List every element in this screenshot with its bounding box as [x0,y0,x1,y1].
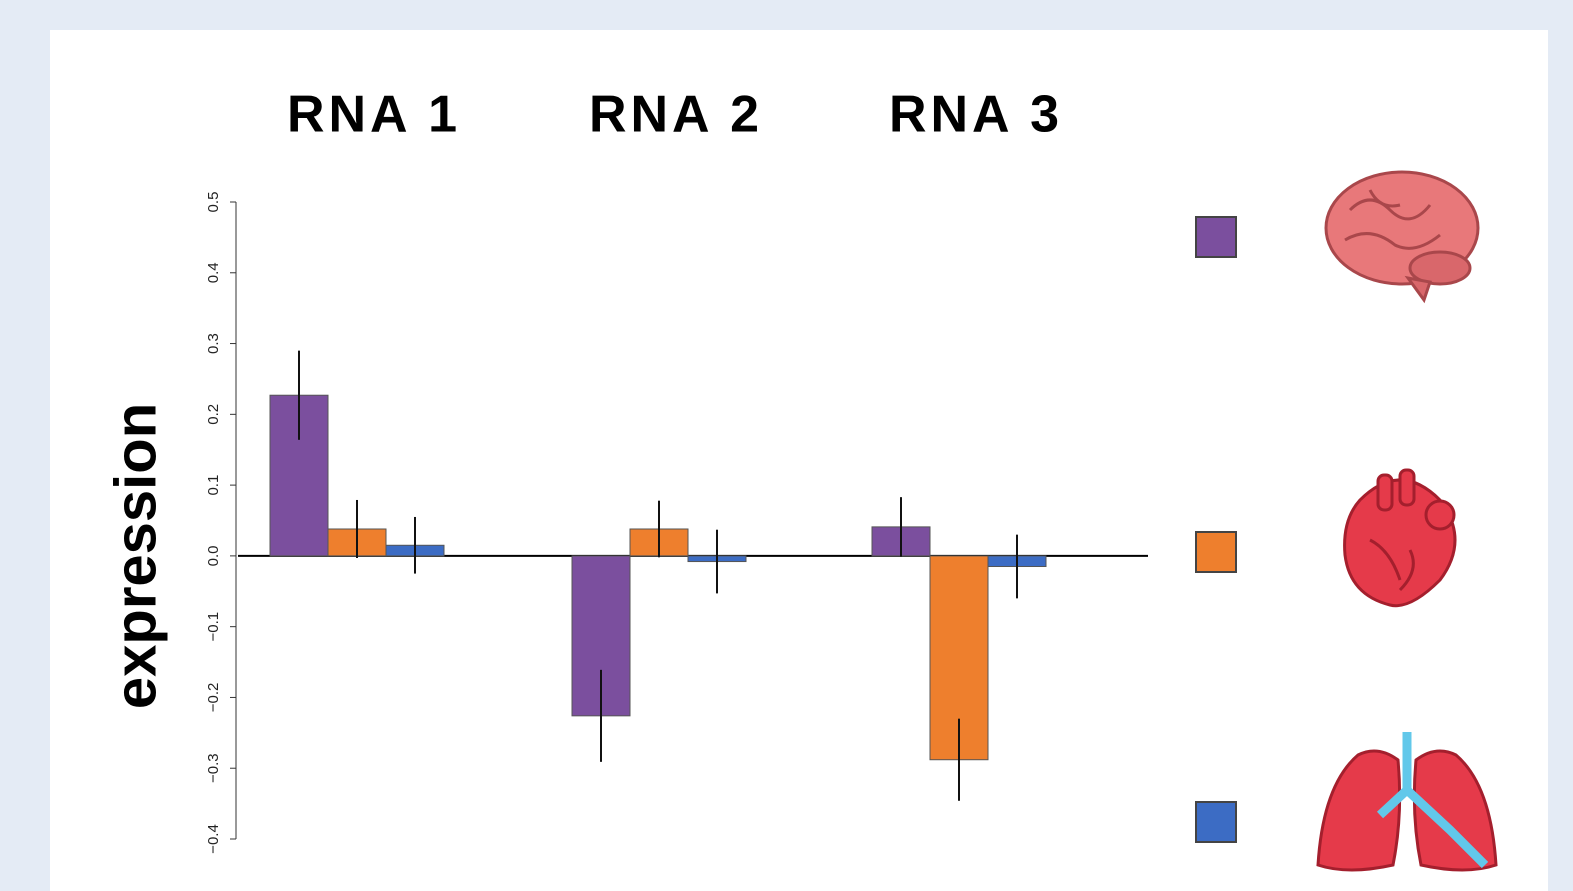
category-label: RNA 1 [287,86,461,144]
y-tick-label: −0.1 [205,612,222,642]
y-axis-label: expression [103,403,168,709]
page: expression −0.4 −0.3 −0.2 −0.1 0.0 0.1 0.2 0.3 0… [0,0,1573,891]
y-tick-label: 0.4 [205,262,222,283]
category-label: RNA 3 [889,86,1063,144]
y-tick-label: 0.5 [205,192,222,213]
y-tick-label: 0.0 [205,545,222,566]
y-tick-label: −0.2 [205,683,222,713]
y-tick-label: −0.3 [205,753,222,783]
legend-swatch [1196,532,1236,572]
legend-swatch [1196,217,1236,257]
y-tick-label: −0.4 [205,824,222,854]
legend-swatch [1196,802,1236,842]
y-tick-label: 0.2 [205,404,222,425]
category-label: RNA 2 [589,86,763,144]
y-tick-label: 0.3 [205,333,222,354]
y-tick-label: 0.1 [205,475,222,496]
